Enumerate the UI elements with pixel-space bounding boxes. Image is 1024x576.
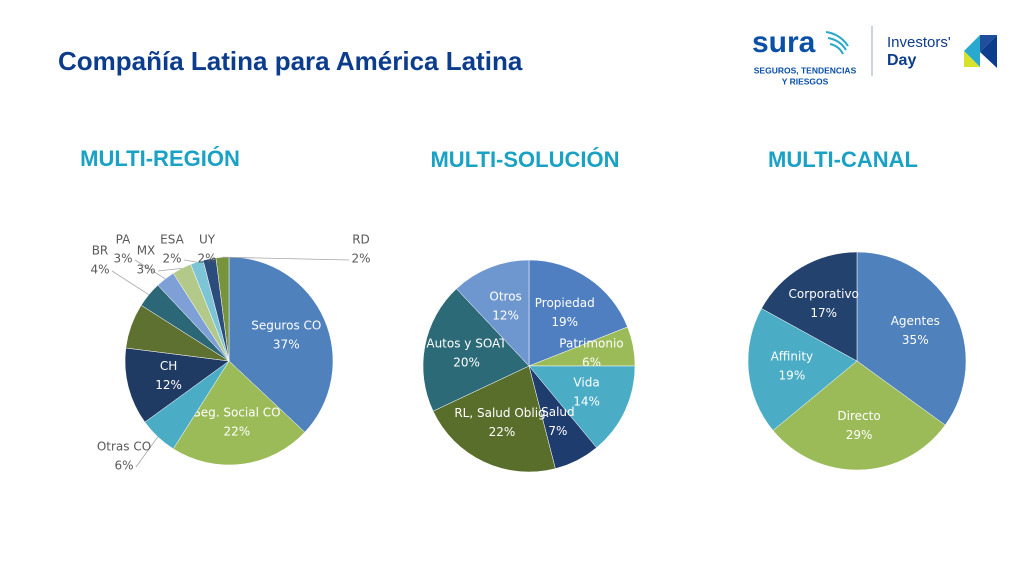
slice-value: 17% <box>810 306 837 320</box>
slice-label: Patrimonio <box>559 337 623 351</box>
pie-slice <box>228 256 334 433</box>
slice-value: 12% <box>492 308 519 322</box>
pie-slice <box>432 365 556 473</box>
leader-line <box>111 270 150 296</box>
pie-slice <box>172 360 306 466</box>
slice-label: RD <box>352 233 370 247</box>
slice-label: RL, Salud Oblig. <box>454 406 549 420</box>
slice-label: MX <box>137 244 156 258</box>
chart-title: MULTI-SOLUCIÓN <box>430 147 619 172</box>
pie-slice <box>772 360 946 471</box>
slice-value: 14% <box>573 395 600 409</box>
slide-title: Compañía Latina para América Latina <box>58 46 523 76</box>
slice-label: Agentes <box>891 314 940 328</box>
leader-line <box>135 436 159 468</box>
slice-label: Vida <box>573 376 599 390</box>
logo-tagline: Y RIESGOS <box>782 76 829 86</box>
pie-slice <box>528 259 628 367</box>
slice-value: 7% <box>548 424 567 438</box>
logo-tagline: SEGUROS, TENDENCIAS <box>754 65 857 75</box>
slice-label: Otras CO <box>97 440 151 454</box>
slice-value: 2% <box>197 252 216 266</box>
slice-value: 19% <box>779 369 806 383</box>
slice-value: 20% <box>453 356 480 370</box>
slice-value: 19% <box>551 315 578 329</box>
event-name: Investors' <box>887 34 951 51</box>
slice-value: 4% <box>90 263 109 277</box>
slice-label: Affinity <box>771 350 814 364</box>
event-logo <box>964 35 997 68</box>
slice-label: BR <box>92 244 109 258</box>
slice-value: 12% <box>155 378 182 392</box>
slice-value: 6% <box>114 459 133 473</box>
pie-slice <box>422 288 530 412</box>
slice-label: Autos y SOAT <box>426 337 507 351</box>
pie-slice <box>528 365 636 449</box>
slice-label: Propiedad <box>535 296 595 310</box>
slice-label: Directo <box>837 409 880 423</box>
slice-value: 29% <box>846 428 873 442</box>
event-name: Day <box>887 52 916 69</box>
pie-slice <box>456 259 530 367</box>
leader-line <box>134 259 166 280</box>
slice-value: 3% <box>113 252 132 266</box>
slice-label: Otros <box>489 289 521 303</box>
slice-value: 35% <box>902 333 929 347</box>
slice-label: Corporativo <box>789 287 859 301</box>
logo-mark <box>825 31 849 55</box>
logo: sura <box>752 26 816 59</box>
leader-line <box>222 256 350 261</box>
slice-value: 37% <box>273 338 300 352</box>
slice-label: UY <box>199 233 216 247</box>
slice-value: 22% <box>489 425 516 439</box>
slice-value: 2% <box>162 252 181 266</box>
leader-line <box>157 267 182 272</box>
leader-line <box>183 259 197 263</box>
slice-value: 22% <box>223 424 250 438</box>
slice-label: Salud <box>541 405 575 419</box>
slice-label: ESA <box>160 233 184 247</box>
pie-slice <box>124 347 230 423</box>
slice-value: 2% <box>351 252 370 266</box>
slice-label: CH <box>160 359 177 373</box>
chart-title: MULTI-CANAL <box>768 147 918 172</box>
pie-slice <box>856 251 967 426</box>
pie-slice <box>747 308 858 431</box>
slice-value: 3% <box>136 263 155 277</box>
chart-title: MULTI-REGIÓN <box>80 146 240 171</box>
pie-slice <box>761 251 858 362</box>
slice-label: Seg. Social CO <box>193 405 280 419</box>
slice-label: PA <box>116 233 131 247</box>
slice-label: Seguros CO <box>251 319 321 333</box>
